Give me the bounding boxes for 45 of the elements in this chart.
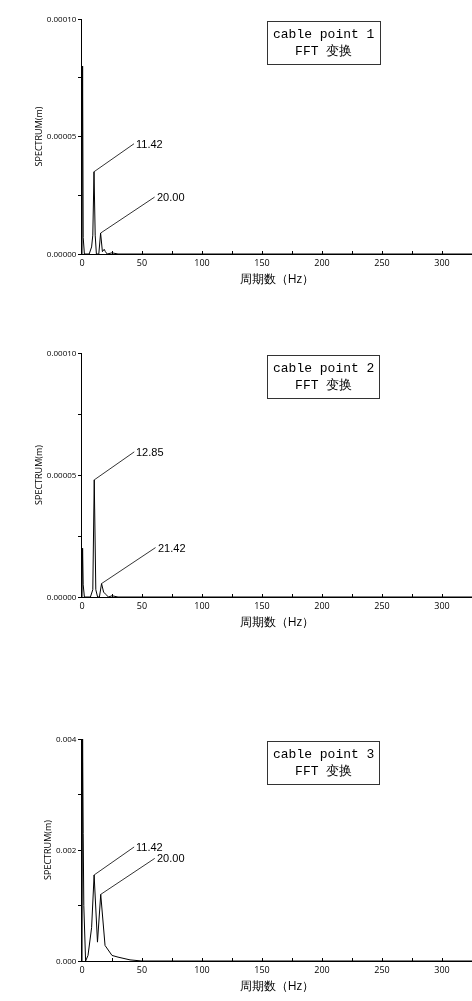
x-tick-label: 100 — [194, 598, 210, 612]
x-tick-label: 250 — [374, 962, 390, 976]
x-tick-label: 250 — [374, 598, 390, 612]
x-tick-label: 300 — [434, 598, 450, 612]
annotation: 20.00 — [157, 191, 185, 203]
x-tick-label: 50 — [136, 962, 148, 976]
x-tick-label: 300 — [434, 255, 450, 269]
annotation: 12.85 — [136, 446, 164, 458]
text: cable point 3 FFT 变换 — [273, 747, 375, 779]
x-tick-label: 250 — [374, 255, 390, 269]
x-tick-label: 100 — [194, 962, 210, 976]
x-tick-label: 200 — [314, 598, 330, 612]
y-axis-title: SPECTRUM(m) — [41, 819, 55, 880]
annotation: 21.42 — [158, 542, 186, 554]
x-tick-label: 50 — [136, 598, 148, 612]
y-axis-title: SPECTRUM(m) — [32, 444, 46, 505]
x-tick-label: 300 — [434, 962, 450, 976]
x-axis-title: 周期数（Hz） — [239, 269, 315, 287]
annotation: 11.42 — [136, 138, 163, 150]
text: cable point 2 FFT 变换 — [273, 361, 375, 393]
x-tick-label: 100 — [194, 255, 210, 269]
x-tick-label: 150 — [254, 598, 270, 612]
annotation: 11.42 — [136, 841, 163, 853]
x-tick-label: 150 — [254, 255, 270, 269]
y-tick-label: 0.00000 — [46, 590, 77, 602]
x-tick-label: 0 — [79, 255, 85, 269]
y-tick-label: 0.000 — [55, 954, 77, 966]
x-tick-label: 150 — [254, 962, 270, 976]
x-axis-title: 周期数（Hz） — [239, 976, 315, 994]
y-tick-label: 0.00005 — [46, 468, 77, 480]
x-tick-label: 0 — [79, 962, 85, 976]
y-tick-label: 0.00000 — [46, 247, 77, 259]
x-tick-label: 50 — [136, 255, 148, 269]
y-tick-label: 0.00005 — [46, 130, 77, 142]
y-tick-label: 0.00010 — [46, 12, 77, 24]
y-tick-label: 0.00010 — [46, 346, 77, 358]
annotation: 20.00 — [157, 852, 185, 864]
y-axis-title: SPECTRUM(m) — [32, 106, 46, 167]
y-tick-label: 0.004 — [55, 732, 77, 744]
x-axis-title: 周期数（Hz） — [239, 612, 315, 630]
y-tick-label: 0.002 — [55, 843, 77, 855]
text: cable point 1 FFT 变换 — [273, 27, 375, 59]
x-tick-label: 0 — [79, 598, 85, 612]
x-tick-label: 200 — [314, 255, 330, 269]
x-tick-label: 200 — [314, 962, 330, 976]
